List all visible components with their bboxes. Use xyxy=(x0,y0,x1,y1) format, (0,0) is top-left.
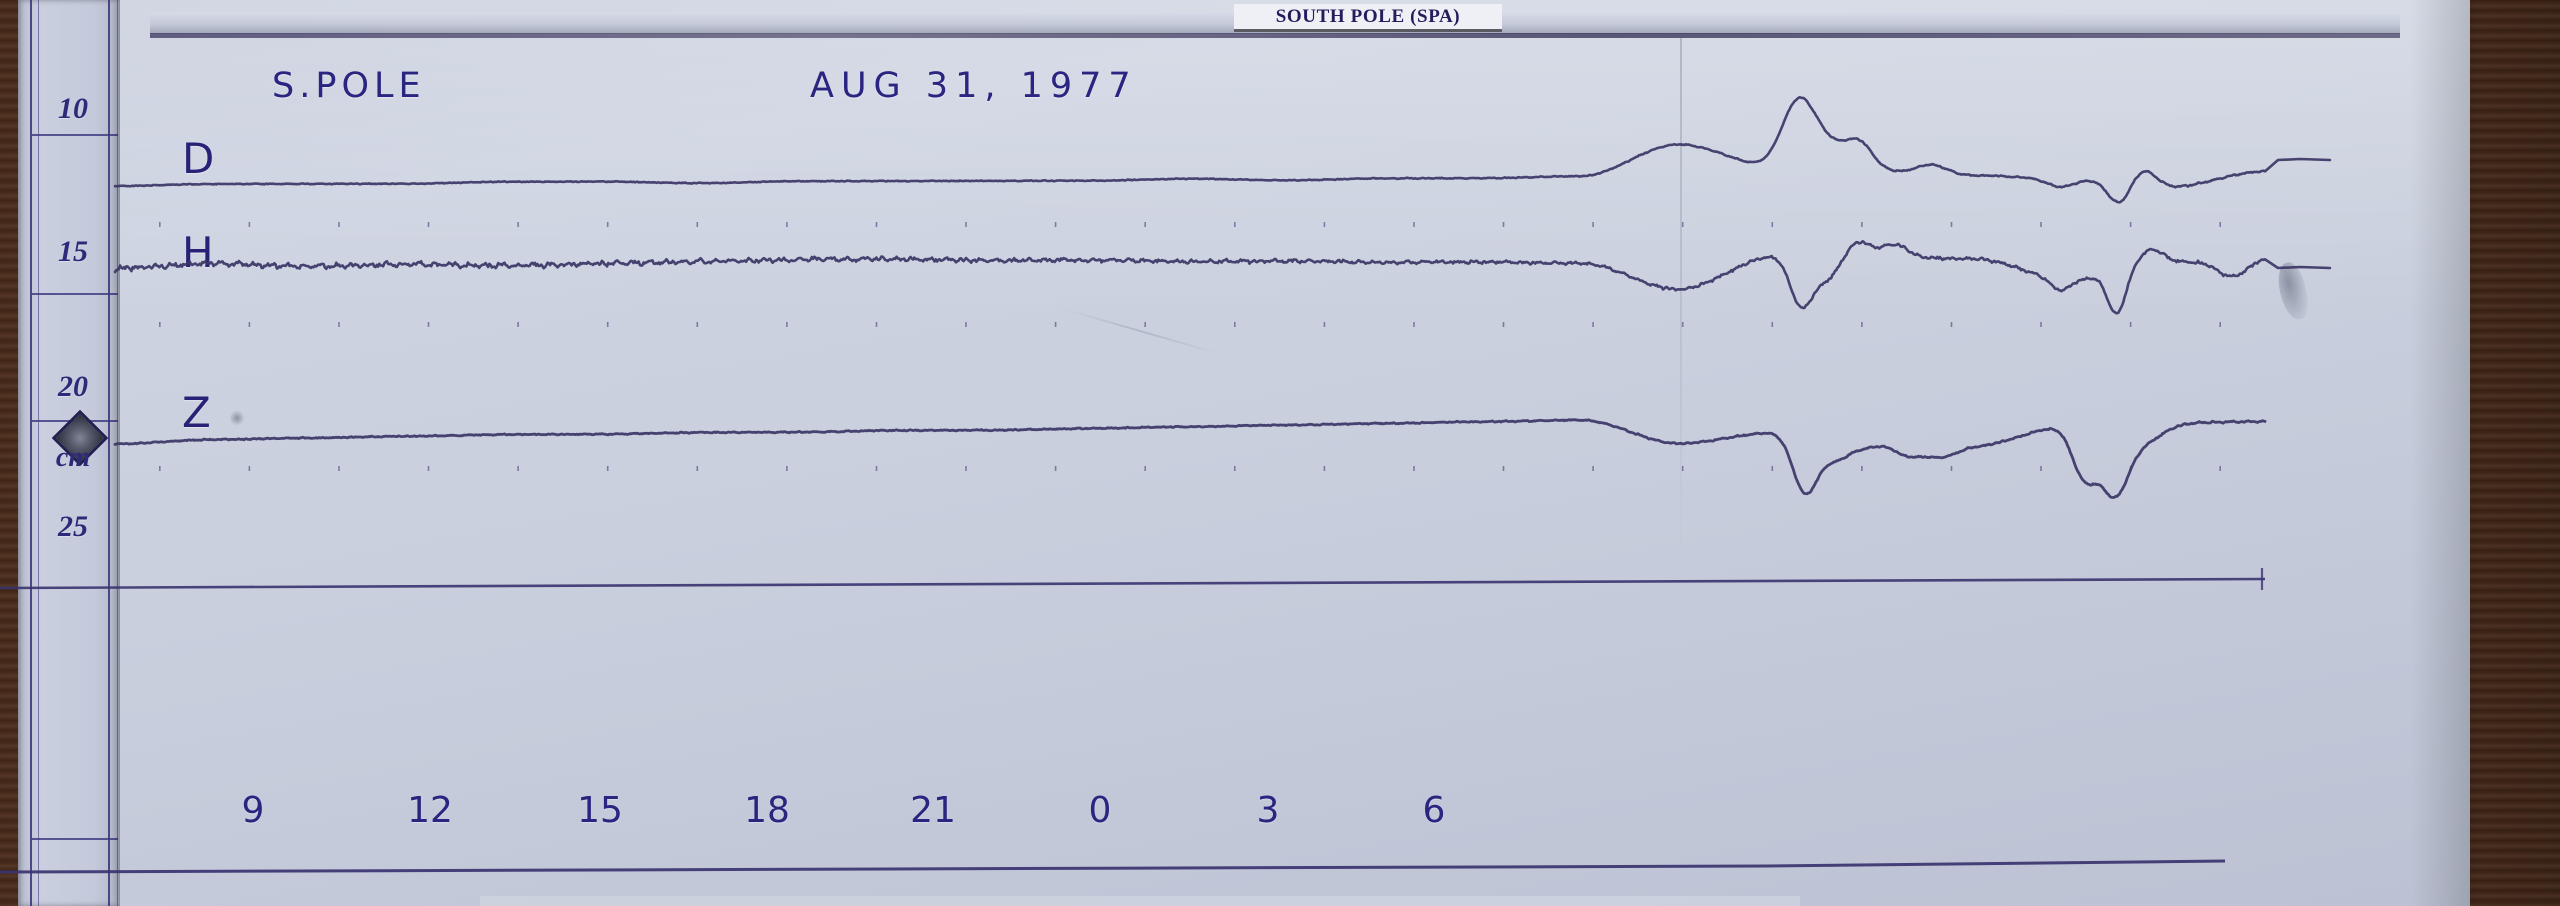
ledger-divider-15 xyxy=(32,293,118,295)
component-label-d: D xyxy=(182,134,215,183)
time-label-21: 21 xyxy=(910,790,956,831)
time-axis-line xyxy=(0,859,2226,874)
page-title: S.POLE xyxy=(272,66,426,106)
trace-z xyxy=(113,418,2267,499)
ledger-divider-10 xyxy=(32,134,118,136)
ledger-rule-right-outer xyxy=(117,0,118,906)
ink-smudge-small xyxy=(230,410,244,426)
time-label-15: 15 xyxy=(577,790,623,831)
trace-d xyxy=(113,96,2332,204)
time-label-9: 9 xyxy=(241,790,265,831)
scale-unit-cm: cm xyxy=(55,442,91,473)
time-label-7: 6 xyxy=(1422,790,1446,831)
scale-value-15: 15 xyxy=(58,235,88,268)
time-label-18: 18 xyxy=(744,790,790,831)
paper-right-shadow xyxy=(2410,0,2470,906)
baseline-reference-line xyxy=(0,568,2266,590)
paper-crease xyxy=(1680,34,1682,554)
ledger-rule-left xyxy=(30,0,32,906)
time-label-0: 0 xyxy=(1088,790,1112,831)
time-label-3: 3 xyxy=(1256,790,1280,831)
bottom-paper-sliver xyxy=(480,896,1800,906)
magnetogram-traces xyxy=(0,96,2332,874)
top-tape-edge xyxy=(150,33,2400,38)
ledger-divider-25 xyxy=(32,838,118,840)
ledger-rule-right xyxy=(108,0,110,906)
station-id-text: SOUTH POLE (SPA) xyxy=(1275,5,1461,27)
ledger-rule-left-inner xyxy=(38,0,39,906)
chart-paper-sheet xyxy=(120,0,2470,906)
record-date: AUG 31, 1977 xyxy=(810,66,1138,106)
component-label-h: H xyxy=(182,228,214,277)
scale-value-20: 20 xyxy=(58,370,88,403)
station-id-label: SOUTH POLE (SPA) xyxy=(1234,4,1502,32)
time-label-12: 12 xyxy=(407,790,453,831)
hour-tick-marks xyxy=(159,222,2221,471)
scale-value-25: 25 xyxy=(58,510,88,543)
component-label-z: Z xyxy=(182,388,211,437)
left-scale-strip: 10 15 20 cm 25 xyxy=(18,0,126,906)
scale-value-10: 10 xyxy=(58,92,88,125)
trace-h xyxy=(113,240,2332,315)
